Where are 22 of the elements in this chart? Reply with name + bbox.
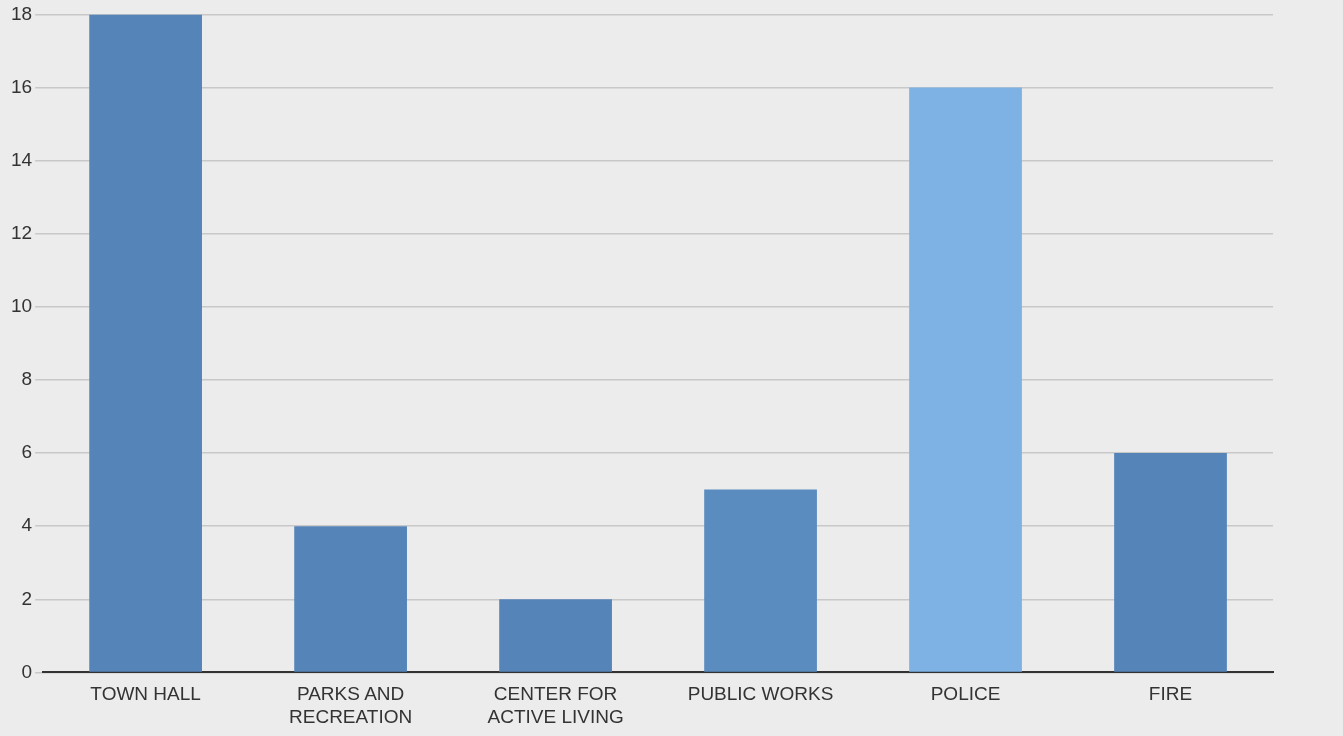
y-tick-label: 18	[10, 2, 33, 24]
bar	[909, 87, 1022, 672]
y-tick-label: 0	[21, 660, 33, 682]
x-tick-label: POLICE	[930, 683, 1001, 705]
x-tick-label: CENTER FOR ACTIVE LIVING	[487, 683, 624, 727]
bar	[89, 14, 202, 672]
y-tick-label: 2	[21, 587, 33, 609]
bar	[704, 489, 817, 672]
y-tick-label: 6	[21, 441, 33, 463]
x-tick-label: TOWN HALL	[90, 683, 201, 705]
bar	[499, 599, 612, 672]
y-tick-label: 16	[10, 75, 33, 97]
y-tick-label: 4	[21, 514, 33, 536]
bar	[294, 526, 407, 672]
x-tick-label: PARKS AND RECREATION	[289, 683, 413, 727]
y-tick-label: 14	[10, 148, 33, 170]
x-tick-label: PUBLIC WORKS	[687, 683, 834, 705]
y-tick-label: 8	[21, 368, 33, 390]
x-tick-label: FIRE	[1148, 683, 1193, 705]
bar	[1114, 453, 1227, 672]
y-tick-label: 10	[10, 295, 33, 317]
y-tick-label: 12	[10, 221, 33, 243]
